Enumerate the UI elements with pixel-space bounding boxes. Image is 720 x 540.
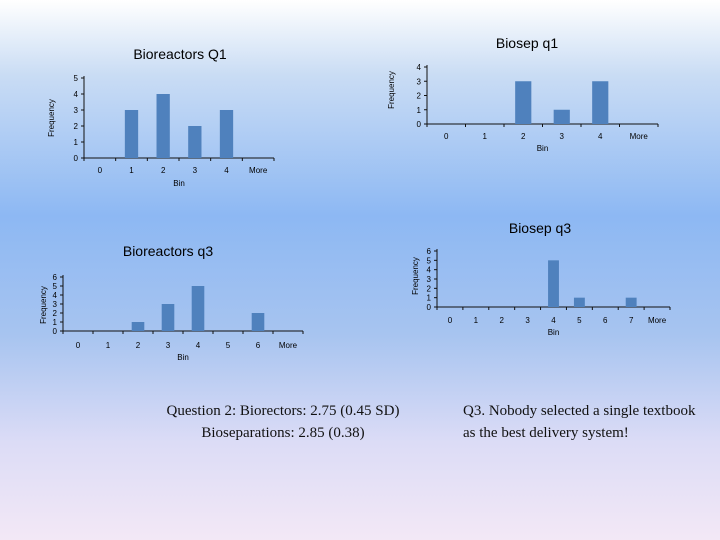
biosep_q3-y-tick-label: 3 <box>427 275 432 284</box>
biosep_q1-y-tick-label: 0 <box>417 120 422 129</box>
bioreactors_q3-title: Bioreactors q3 <box>123 243 213 259</box>
biosep_q1-x-tick-label: 1 <box>483 132 488 141</box>
biosep_q1-y-tick-label: 3 <box>417 77 422 86</box>
biosep_q1-x-tick-label: 0 <box>444 132 449 141</box>
biosep_q3-y-tick-label: 4 <box>427 266 432 275</box>
bioreactors_q3-y-tick-label: 1 <box>53 318 58 327</box>
bioreactors_q1-y-tick-label: 4 <box>74 90 79 99</box>
bioreactors_q1-x-tick-label: More <box>249 166 268 175</box>
biosep_q3-y-tick-label: 1 <box>427 294 432 303</box>
biosep_q1-x-tick-label: 2 <box>521 132 526 141</box>
bioreactors_q3-bar-3 <box>161 304 175 331</box>
biosep_q3-y-axis-label: Frequency <box>411 257 420 295</box>
bioreactors_q3-x-axis-label: Bin <box>177 353 189 362</box>
bioreactors_q1-bar-1 <box>124 110 139 158</box>
bioreactors_q3-y-tick-label: 5 <box>53 282 58 291</box>
bioreactors_q3-bar-6 <box>251 313 265 331</box>
bioreactors_q3-x-tick-label: 4 <box>196 341 201 350</box>
bioreactors_q1-x-tick-label: 3 <box>193 166 198 175</box>
biosep_q1-y-tick-label: 4 <box>417 63 422 72</box>
biosep_q3-y-tick-label: 0 <box>427 303 432 312</box>
biosep_q3-bar-5 <box>573 297 585 307</box>
bioreactors_q1-x-tick-label: 1 <box>129 166 134 175</box>
question-3-summary: Q3. Nobody selected a single textbook as… <box>463 403 696 441</box>
question-2-line-1: Question 2: Biorectors: 2.75 (0.45 SD) <box>166 403 400 419</box>
bioreactors_q3-x-tick-label: 0 <box>76 341 81 350</box>
biosep_q3-x-axis-label: Bin <box>548 328 560 337</box>
biosep_q1-bar-3 <box>553 109 570 124</box>
biosep_q3-title: Biosep q3 <box>509 220 571 236</box>
biosep_q1-x-axis-label: Bin <box>537 144 549 153</box>
bioreactors_q3-x-tick-label: 5 <box>226 341 231 350</box>
bioreactors_q1-title: Bioreactors Q1 <box>133 46 227 62</box>
bioreactors_q3-y-tick-label: 4 <box>53 291 58 300</box>
bioreactors_q3-x-tick-label: 2 <box>136 341 141 350</box>
biosep_q3-x-tick-label: 6 <box>603 316 608 325</box>
bioreactors_q1-y-axis-label: Frequency <box>47 99 56 137</box>
bioreactors_q3-y-axis-label: Frequency <box>39 286 48 324</box>
biosep_q1-y-tick-label: 1 <box>417 106 422 115</box>
bioreactors_q3-y-tick-label: 0 <box>53 327 58 336</box>
biosep_q1-y-tick-label: 2 <box>417 92 422 101</box>
biosep_q3-x-tick-label: 7 <box>629 316 634 325</box>
biosep_q1-x-tick-label: 3 <box>560 132 565 141</box>
bioreactors_q3-y-tick-label: 2 <box>53 309 58 318</box>
biosep_q1-y-axis-label: Frequency <box>387 71 396 109</box>
biosep_q3-y-tick-label: 6 <box>427 247 432 256</box>
bioreactors_q3-x-tick-label: 1 <box>106 341 111 350</box>
bioreactors_q3-y-tick-label: 3 <box>53 300 58 309</box>
biosep_q3-bar-4 <box>548 260 559 307</box>
biosep_q3-y-tick-label: 2 <box>427 284 432 293</box>
bioreactors_q1-bar-2 <box>156 94 170 158</box>
biosep_q1-bar-2 <box>515 81 532 124</box>
biosep_q3-x-tick-label: 3 <box>525 316 530 325</box>
biosep_q1-title: Biosep q1 <box>496 35 558 51</box>
bioreactors_q3-x-tick-label: 3 <box>166 341 171 350</box>
biosep_q3-x-tick-label: 4 <box>551 316 556 325</box>
biosep_q1-x-tick-label: More <box>630 132 649 141</box>
bioreactors_q3-x-tick-label: More <box>279 341 298 350</box>
question-2-line-2: Bioseparations: 2.85 (0.38) <box>201 425 365 441</box>
bioreactors_q1-y-tick-label: 2 <box>74 122 79 131</box>
bioreactors_q1-x-tick-label: 0 <box>98 166 103 175</box>
bioreactors_q1-bar-3 <box>188 126 202 158</box>
bioreactors_q1-x-tick-label: 2 <box>161 166 166 175</box>
biosep_q3-x-tick-label: 0 <box>448 316 453 325</box>
bioreactors_q3-x-tick-label: 6 <box>256 341 261 350</box>
bioreactors_q3-y-tick-label: 6 <box>53 273 58 282</box>
bioreactors_q1-x-axis-label: Bin <box>173 179 185 188</box>
question-2-summary: Question 2: Biorectors: 2.75 (0.45 SD) B… <box>148 400 418 444</box>
biosep_q1-x-tick-label: 4 <box>598 132 603 141</box>
biosep_q1-bar-4 <box>592 81 609 124</box>
bioreactors_q1-bar-4 <box>219 110 234 158</box>
biosep_q3-x-tick-label: More <box>648 316 667 325</box>
biosep_q3-bar-7 <box>625 297 637 307</box>
bioreactors_q3-bar-4 <box>191 286 205 331</box>
bioreactors_q3-bar-2 <box>131 322 145 331</box>
biosep_q3-y-tick-label: 5 <box>427 256 432 265</box>
biosep_q3-x-tick-label: 2 <box>499 316 504 325</box>
bioreactors_q1-y-tick-label: 1 <box>74 138 79 147</box>
bioreactors_q1-y-tick-label: 3 <box>74 106 79 115</box>
bioreactors_q1-y-tick-label: 0 <box>74 154 79 163</box>
bioreactors_q1-y-tick-label: 5 <box>74 74 79 83</box>
biosep_q3-x-tick-label: 1 <box>474 316 479 325</box>
bioreactors_q1-x-tick-label: 4 <box>224 166 229 175</box>
biosep_q3-x-tick-label: 5 <box>577 316 582 325</box>
